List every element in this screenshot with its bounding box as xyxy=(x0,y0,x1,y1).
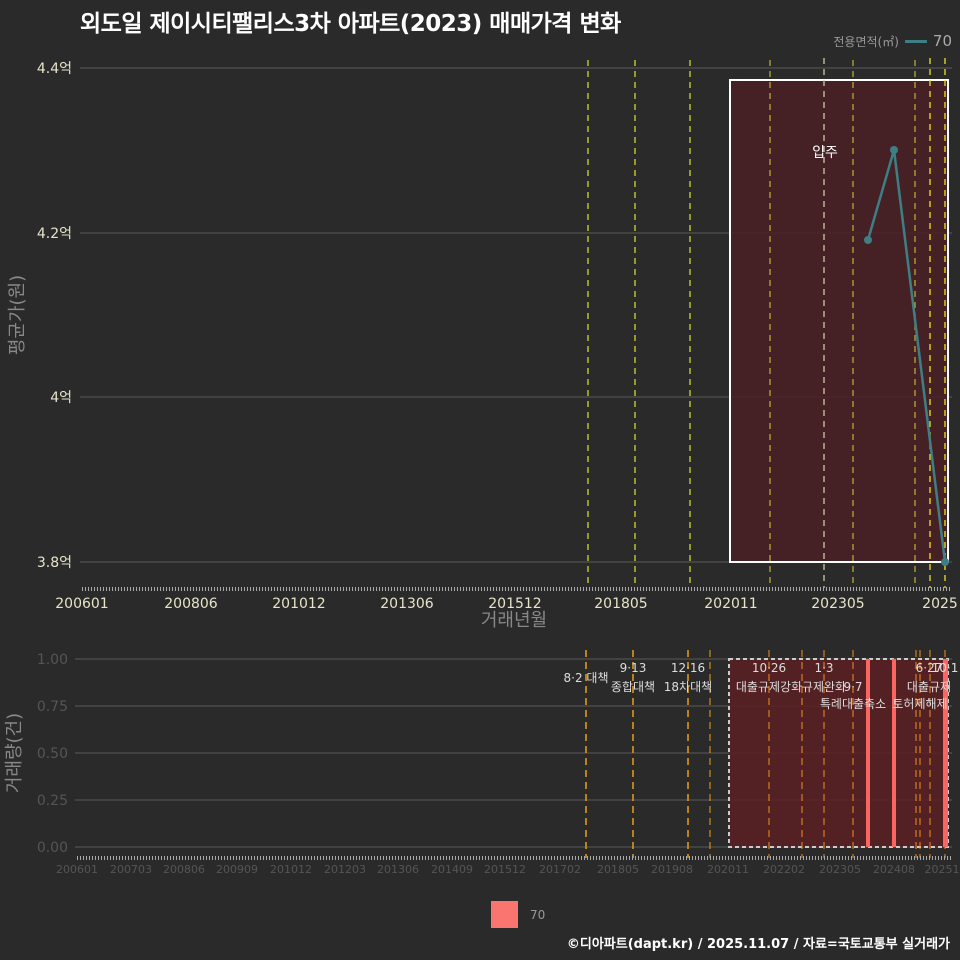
svg-text:0.50: 0.50 xyxy=(37,746,68,762)
svg-text:종합대책: 종합대책 xyxy=(611,679,655,694)
svg-text:12·16: 12·16 xyxy=(671,661,705,675)
svg-text:8·2 대책: 8·2 대책 xyxy=(564,670,609,685)
legend-bottom-label: 70 xyxy=(530,907,546,922)
svg-text:3.8억: 3.8억 xyxy=(37,555,72,571)
svg-text:201805: 201805 xyxy=(597,863,639,876)
x-axis-label: 거래년월 xyxy=(481,610,547,631)
svg-text:202305: 202305 xyxy=(819,863,861,876)
svg-text:201908: 201908 xyxy=(651,863,693,876)
svg-text:대출규제: 대출규제 xyxy=(907,680,951,694)
legend-top: 전용면적(㎡) 70 xyxy=(833,32,952,50)
y-axis-label: 평균가(원) xyxy=(7,275,28,355)
volume-bar xyxy=(866,659,870,847)
svg-text:202305: 202305 xyxy=(811,596,864,612)
svg-text:18차대책: 18차대책 xyxy=(664,679,712,694)
svg-text:202408: 202408 xyxy=(873,863,915,876)
svg-text:1·3: 1·3 xyxy=(814,661,833,675)
svg-text:201702: 201702 xyxy=(539,863,581,876)
volume-chart: 8·2 대책 9·13 종합대책 12·16 18차대책 10·26 대출규제강… xyxy=(4,650,960,876)
svg-text:9·7: 9·7 xyxy=(843,680,862,694)
svg-text:202202: 202202 xyxy=(763,863,805,876)
svg-text:1.00: 1.00 xyxy=(37,652,68,668)
svg-text:200703: 200703 xyxy=(110,863,152,876)
svg-text:202011: 202011 xyxy=(707,863,749,876)
volume-bar xyxy=(943,659,948,847)
svg-text:201512: 201512 xyxy=(488,596,541,612)
svg-text:9·13: 9·13 xyxy=(620,661,647,675)
footer-credit: ©디아파트(dapt.kr) / 2025.11.07 / 자료=국토교통부 실… xyxy=(566,937,950,952)
chart-title: 외도일 제이시티팰리스3차 아파트(2023) 매매가격 변화 xyxy=(80,11,621,37)
svg-text:200601: 200601 xyxy=(56,863,98,876)
legend-bottom: 70 xyxy=(491,901,545,928)
svg-text:202011: 202011 xyxy=(704,596,757,612)
legend-label: 70 xyxy=(932,32,952,50)
occupancy-region xyxy=(729,79,949,563)
svg-text:대출규제강화: 대출규제강화 xyxy=(736,680,802,694)
svg-text:201306: 201306 xyxy=(380,596,434,612)
svg-text:20251: 20251 xyxy=(925,863,960,876)
svg-text:201012: 201012 xyxy=(272,596,325,612)
svg-text:200806: 200806 xyxy=(163,863,205,876)
svg-text:규제완화: 규제완화 xyxy=(802,680,846,694)
svg-text:토허제해제: 토허제해제 xyxy=(892,697,947,711)
svg-text:10·26: 10·26 xyxy=(752,661,786,675)
svg-text:201306: 201306 xyxy=(377,863,419,876)
legend-title: 전용면적(㎡) xyxy=(833,34,899,49)
svg-text:200909: 200909 xyxy=(216,863,258,876)
volume-bar xyxy=(892,659,896,847)
legend-line-swatch xyxy=(904,39,927,43)
svg-text:201805: 201805 xyxy=(594,596,647,612)
svg-text:201409: 201409 xyxy=(431,863,473,876)
svg-text:201012: 201012 xyxy=(270,863,312,876)
svg-text:특례대출축소: 특례대출축소 xyxy=(820,697,886,711)
svg-text:6·27: 6·27 xyxy=(916,661,943,675)
volume-region xyxy=(728,658,949,848)
svg-text:4.4억: 4.4억 xyxy=(37,61,72,77)
svg-text:10·1: 10·1 xyxy=(932,661,959,675)
svg-text:201512: 201512 xyxy=(484,863,526,876)
svg-text:200601: 200601 xyxy=(55,596,108,612)
legend-bar-swatch xyxy=(491,901,518,928)
svg-text:0.00: 0.00 xyxy=(37,840,68,856)
svg-text:200806: 200806 xyxy=(164,596,218,612)
annotation-occupancy: 입주 xyxy=(812,145,838,161)
price-chart: 입주 4.4억 4.2억 4억 3.8억 평균가(원) 200601 20080… xyxy=(7,58,958,631)
svg-text:4.2억: 4.2억 xyxy=(37,226,72,242)
svg-text:0.25: 0.25 xyxy=(37,793,68,809)
svg-text:2025: 2025 xyxy=(922,596,958,612)
volume-y-axis-label: 거래량(건) xyxy=(4,713,25,793)
svg-text:0.75: 0.75 xyxy=(37,699,68,715)
svg-text:4억: 4억 xyxy=(50,390,72,406)
svg-text:201203: 201203 xyxy=(324,863,366,876)
